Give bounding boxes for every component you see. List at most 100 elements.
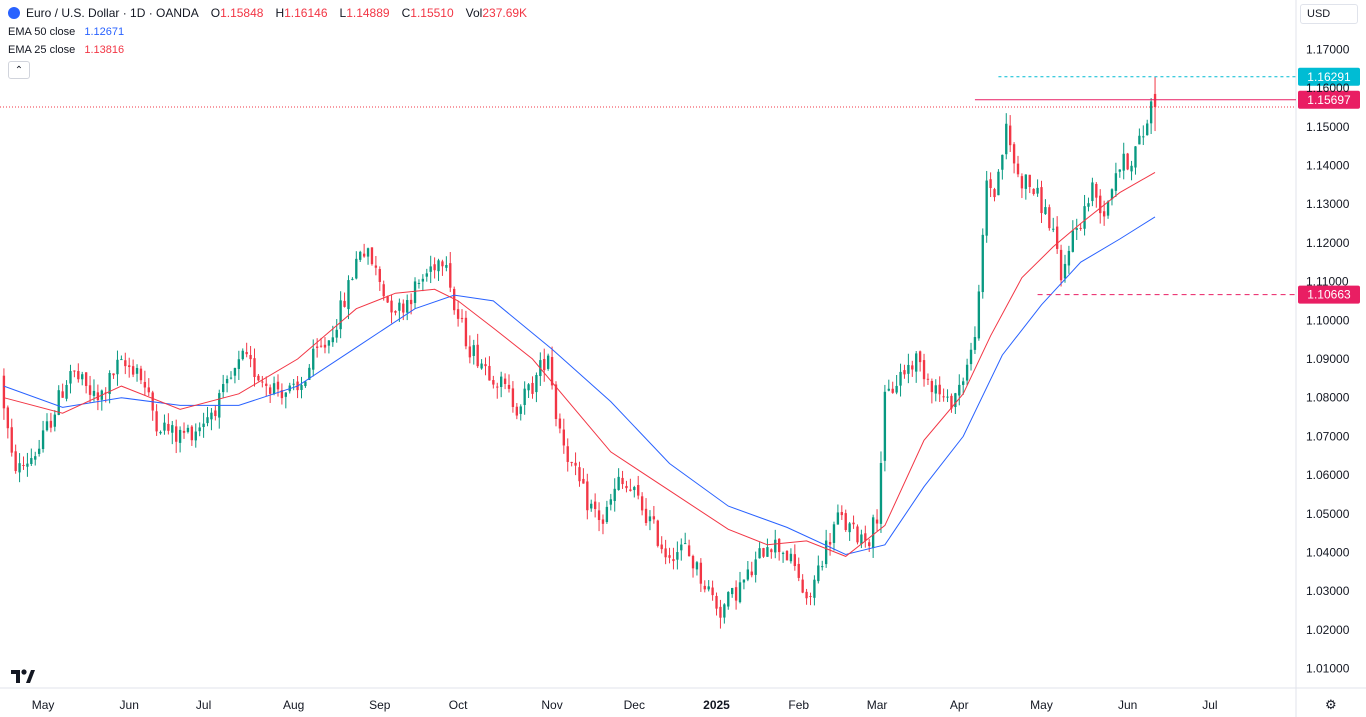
candle-body xyxy=(601,519,605,524)
candle-body xyxy=(1118,169,1121,172)
candle-body xyxy=(895,385,898,393)
candle-body xyxy=(844,513,847,530)
candle-body xyxy=(507,384,511,389)
candle-body xyxy=(766,547,769,557)
x-tick-label: Mar xyxy=(867,698,888,712)
candle-body xyxy=(488,365,491,381)
candle-body xyxy=(785,550,789,561)
candle-body xyxy=(793,554,797,567)
candle-body xyxy=(1149,101,1153,124)
candle-body xyxy=(229,377,233,379)
candle-body xyxy=(1134,146,1137,168)
y-tick-label: 1.01000 xyxy=(1306,662,1350,676)
candle-body xyxy=(609,499,612,505)
y-tick-label: 1.15000 xyxy=(1306,120,1350,134)
candle-body xyxy=(707,586,710,590)
collapse-legend-button[interactable]: ⌃ xyxy=(8,61,30,79)
candle-body xyxy=(958,384,961,396)
candle-body xyxy=(417,282,421,284)
candle-body xyxy=(30,458,33,464)
candle-body xyxy=(194,431,197,441)
candle-body xyxy=(265,383,268,386)
candle-body xyxy=(915,353,918,372)
candle-body xyxy=(49,420,53,428)
x-tick-label: May xyxy=(32,698,55,712)
candle-body xyxy=(684,543,687,545)
candle-body xyxy=(836,512,840,525)
candle-body xyxy=(774,539,777,553)
candle-body xyxy=(492,380,495,385)
candle-body xyxy=(891,388,894,393)
candle-body xyxy=(374,265,378,268)
candle-body xyxy=(1110,189,1114,200)
candle-body xyxy=(409,299,413,305)
eur-usd-flag-icon xyxy=(8,7,20,19)
candle-body xyxy=(175,426,178,442)
candle-body xyxy=(699,562,703,584)
candle-body xyxy=(660,544,663,550)
candle-body xyxy=(1122,153,1125,171)
candle-body xyxy=(178,429,182,443)
candle-body xyxy=(292,383,295,385)
candle-body xyxy=(386,296,389,303)
candle-body xyxy=(233,367,237,376)
candle-body xyxy=(511,388,515,407)
candle-body xyxy=(135,367,139,374)
candle-body xyxy=(930,380,934,393)
candle-body xyxy=(1075,228,1078,230)
candle-body xyxy=(1083,206,1086,229)
candle-body xyxy=(824,540,828,565)
candle-body xyxy=(629,489,632,491)
candle-body xyxy=(480,363,483,369)
candle-body xyxy=(586,481,589,511)
candle-body xyxy=(69,371,72,384)
candle-body xyxy=(1005,123,1008,155)
candle-body xyxy=(985,180,988,236)
candle-body xyxy=(1079,227,1082,229)
symbol-header: Euro / U.S. Dollar · 1D · OANDA O1.15848… xyxy=(8,6,527,20)
x-tick-label: Feb xyxy=(788,698,809,712)
candle-body xyxy=(527,384,530,391)
candle-body xyxy=(676,552,679,560)
candle-body xyxy=(934,385,937,394)
y-tick-label: 1.14000 xyxy=(1306,158,1350,172)
candle-body xyxy=(45,421,49,431)
y-tick-label: 1.17000 xyxy=(1306,42,1350,56)
candle-body xyxy=(26,463,29,467)
candle-body xyxy=(366,248,370,257)
candle-body xyxy=(496,386,499,388)
candle-body xyxy=(1040,187,1043,214)
legend-ema-50[interactable]: EMA 50 close 1.12671 xyxy=(8,26,124,38)
candle-body xyxy=(394,311,397,313)
candle-body xyxy=(139,368,143,381)
candle-body xyxy=(801,579,804,593)
candle-body xyxy=(343,300,346,307)
x-tick-label: Dec xyxy=(624,698,645,712)
candle-body xyxy=(1142,136,1145,138)
candle-body xyxy=(969,349,973,365)
candle-body xyxy=(73,370,76,372)
candle-body xyxy=(954,393,957,408)
candle-body xyxy=(14,451,17,472)
gear-icon[interactable]: ⚙ xyxy=(1325,697,1337,712)
candle-body xyxy=(738,582,742,603)
candle-body xyxy=(378,269,381,282)
candle-body xyxy=(1020,176,1024,189)
x-tick-label: Jul xyxy=(196,698,211,712)
legend-ema-25[interactable]: EMA 25 close 1.13816 xyxy=(8,44,124,56)
candle-body xyxy=(637,485,640,496)
symbol-title[interactable]: Euro / U.S. Dollar · 1D · OANDA xyxy=(26,6,199,20)
candle-body xyxy=(727,592,730,607)
currency-button[interactable]: USD xyxy=(1300,4,1358,24)
candle-body xyxy=(973,337,977,350)
candle-body xyxy=(731,587,734,595)
candle-body xyxy=(464,317,468,347)
candle-body xyxy=(574,462,577,466)
candle-body xyxy=(499,376,503,387)
candle-body xyxy=(809,596,812,598)
y-tick-label: 1.13000 xyxy=(1306,197,1350,211)
y-tick-label: 1.07000 xyxy=(1306,429,1350,443)
candle-body xyxy=(640,496,644,511)
candle-body xyxy=(456,309,460,319)
